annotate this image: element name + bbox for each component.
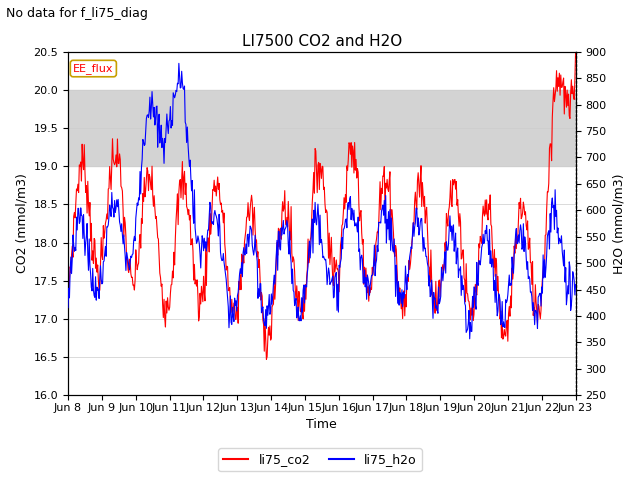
X-axis label: Time: Time — [307, 419, 337, 432]
Legend: li75_co2, li75_h2o: li75_co2, li75_h2o — [218, 448, 422, 471]
Text: EE_flux: EE_flux — [73, 63, 114, 74]
Text: No data for f_li75_diag: No data for f_li75_diag — [6, 7, 148, 20]
Y-axis label: H2O (mmol/m3): H2O (mmol/m3) — [612, 173, 625, 274]
Title: LI7500 CO2 and H2O: LI7500 CO2 and H2O — [242, 34, 402, 49]
Y-axis label: CO2 (mmol/m3): CO2 (mmol/m3) — [15, 174, 28, 274]
Bar — [68, 90, 575, 166]
